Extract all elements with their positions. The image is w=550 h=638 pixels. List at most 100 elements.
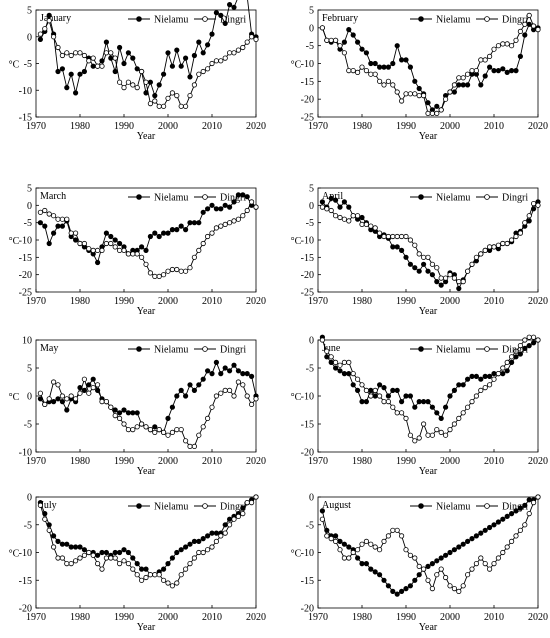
panel-title: August [322,500,351,511]
data-point-nielamu [513,68,519,74]
data-point-dingri [81,240,88,247]
data-point-dingri [363,68,369,74]
data-point-dingri [139,254,145,260]
data-point-dingri [486,566,493,572]
data-point-nielamu [143,247,149,253]
data-point-dingri [55,382,61,388]
data-point-dingri [165,95,171,101]
data-point-nielamu [482,73,488,79]
data-point-dingri [147,270,153,276]
data-point-dingri [491,244,497,250]
data-point-dingri [508,538,515,545]
x-tick-label: 1980 [70,456,90,467]
data-point-nielamu [183,227,189,233]
data-point-dingri [500,365,506,371]
x-tick-label: 2020 [246,296,266,307]
x-tick-label: 1970 [308,612,328,623]
y-tick-label: -5 [24,59,32,70]
data-point-dingri [491,46,497,52]
x-tick-label: 1970 [26,121,46,132]
data-point-nielamu [121,407,127,413]
data-point-nielamu [416,572,422,578]
data-point-nielamu [68,71,74,77]
data-point-nielamu [169,227,175,233]
data-point-dingri [460,75,466,81]
data-point-nielamu [341,39,347,45]
data-point-dingri [495,370,501,377]
data-point-nielamu [125,549,131,556]
data-point-dingri [37,31,44,37]
y-tick-label: 5 [27,184,32,195]
data-point-nielamu [412,577,418,583]
data-point-nielamu [398,247,405,253]
data-point-nielamu [227,368,233,374]
data-point-nielamu [196,39,202,45]
data-point-nielamu [231,362,237,368]
data-point-nielamu [359,398,365,405]
data-point-nielamu [108,233,114,240]
data-point-dingri [42,26,48,32]
data-point-dingri [183,268,189,274]
data-point-nielamu [130,55,136,61]
data-point-dingri [504,240,510,247]
data-point-dingri [359,541,365,547]
data-point-nielamu [165,415,171,421]
data-point-dingri [500,549,506,556]
data-point-dingri [482,560,488,567]
data-point-nielamu [372,60,378,67]
panel-title: June [322,343,341,354]
y-tick-label: -15 [301,77,314,88]
y-tick-label: -5 [306,41,314,52]
data-point-nielamu [134,66,140,72]
data-point-nielamu [59,541,66,547]
data-point-nielamu [174,47,180,53]
legend-marker [202,194,208,200]
data-point-dingri [425,110,431,117]
data-point-dingri [346,68,352,74]
data-point-dingri [125,426,131,433]
data-point-dingri [337,43,343,49]
data-point-dingri [103,398,110,405]
x-tick-label: 2020 [528,612,548,623]
data-point-nielamu [134,410,140,416]
legend-marker [484,346,490,352]
data-point-dingri [143,261,149,267]
data-point-nielamu [205,42,211,48]
data-point-dingri [403,547,409,553]
data-point-nielamu [504,368,510,374]
data-point-dingri [117,247,123,253]
data-point-nielamu [324,354,330,360]
data-point-dingri [59,555,66,561]
data-point-nielamu [438,282,444,288]
data-point-dingri [77,50,83,56]
data-point-dingri [130,82,136,88]
data-point-nielamu [59,398,66,405]
data-point-nielamu [429,404,435,410]
data-point-nielamu [464,376,471,382]
data-point-dingri [90,55,96,61]
y-tick-label: 5 [309,6,314,17]
y-tick-label: -20 [301,604,314,615]
data-point-dingri [112,412,118,419]
data-point-dingri [429,585,435,592]
data-point-nielamu [218,12,224,18]
y-tick-label: 0 [309,201,314,212]
y-tick-label: -15 [301,420,314,431]
data-point-dingri [482,247,488,253]
data-point-nielamu [46,12,52,18]
data-point-dingri [81,376,88,382]
data-point-dingri [125,251,131,257]
data-point-dingri [535,494,541,500]
data-point-nielamu [407,583,413,589]
data-point-dingri [324,37,330,43]
x-tick-label: 1970 [308,456,328,467]
data-point-nielamu [125,50,131,56]
data-point-dingri [205,66,211,72]
data-point-nielamu [86,382,92,388]
data-point-nielamu [117,44,123,51]
data-point-nielamu [117,410,123,416]
data-point-nielamu [451,547,457,553]
